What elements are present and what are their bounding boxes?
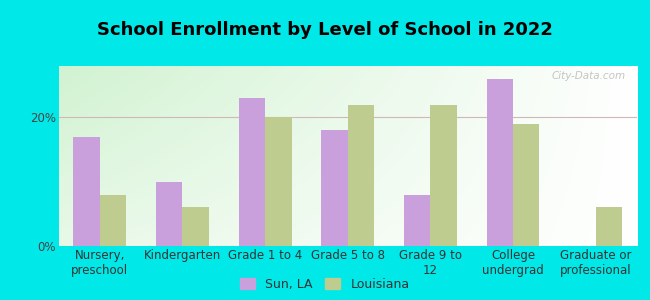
Text: City-Data.com: City-Data.com <box>551 71 625 81</box>
Bar <box>404 195 430 246</box>
Bar <box>321 130 348 246</box>
Bar <box>183 207 209 246</box>
Text: School Enrollment by Level of School in 2022: School Enrollment by Level of School in … <box>97 21 553 39</box>
Bar <box>156 182 183 246</box>
Bar <box>100 195 126 246</box>
Bar <box>73 137 100 246</box>
Bar <box>265 117 292 246</box>
Bar <box>595 207 622 246</box>
Bar <box>239 98 265 246</box>
Bar <box>348 105 374 246</box>
Bar <box>487 79 513 246</box>
Legend: Sun, LA, Louisiana: Sun, LA, Louisiana <box>240 278 410 291</box>
Bar <box>430 105 457 246</box>
Bar <box>513 124 540 246</box>
